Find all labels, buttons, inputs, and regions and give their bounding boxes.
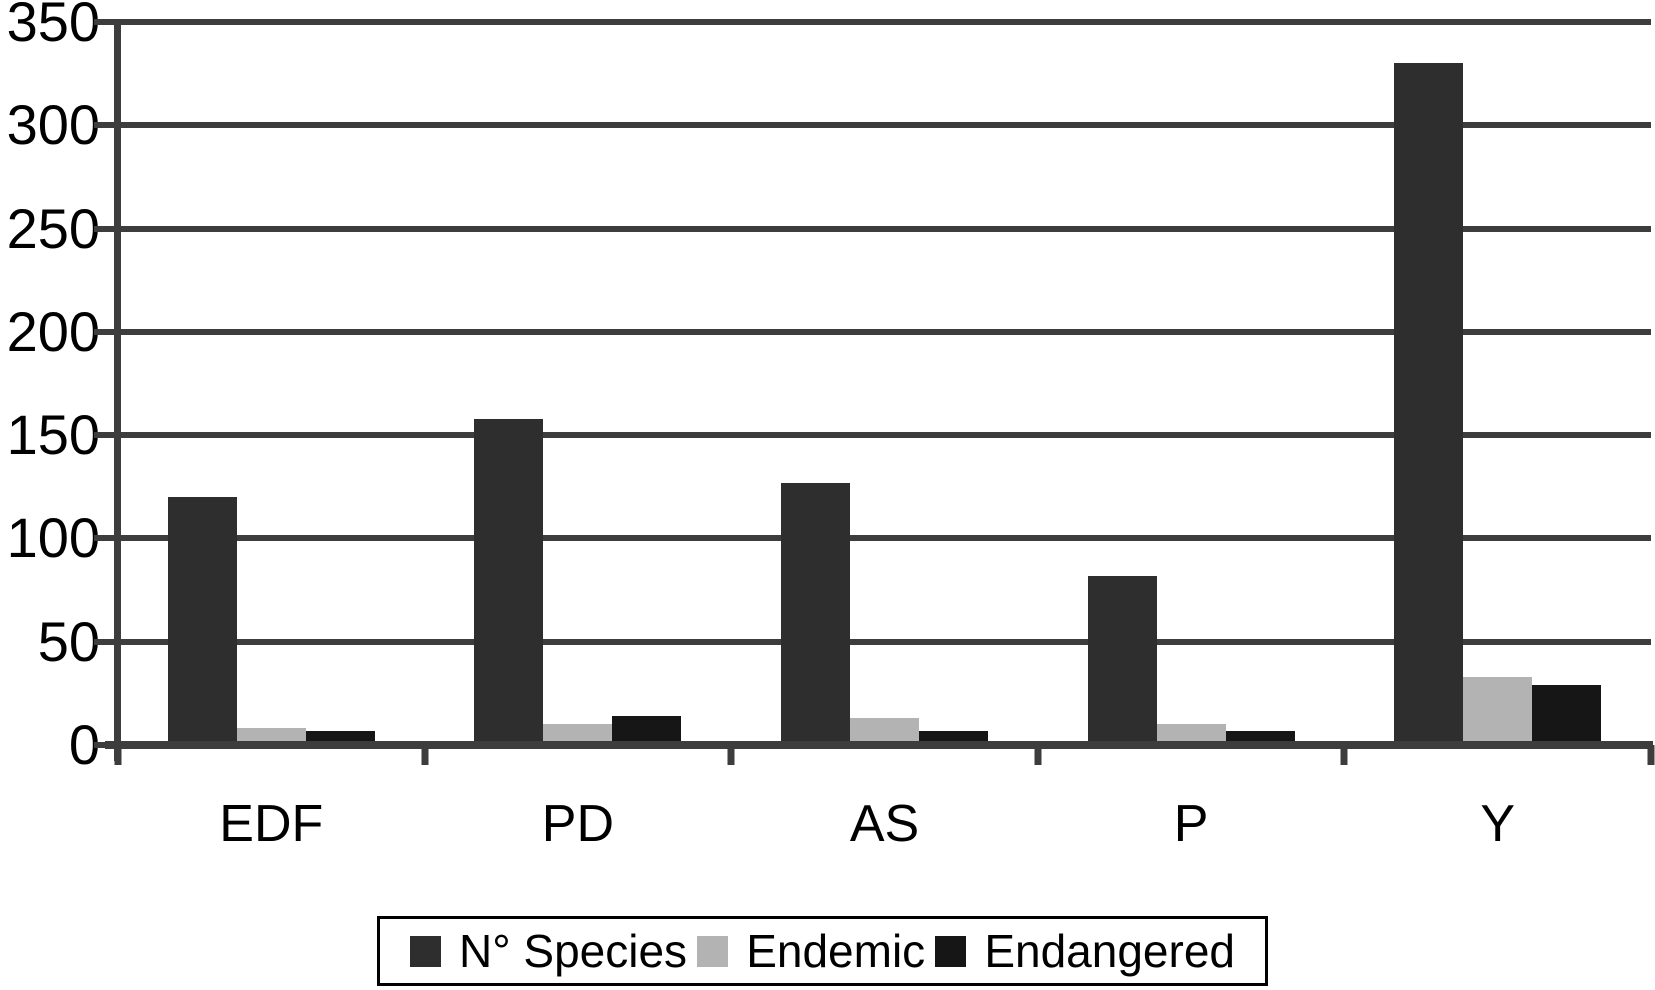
y-axis-tick [94, 638, 118, 645]
legend-swatch-icon [935, 935, 967, 967]
bar-y-endangered [1532, 685, 1602, 745]
x-axis-tick [1647, 745, 1655, 765]
y-axis-tick [94, 432, 118, 439]
gridline-150 [118, 432, 1651, 439]
plot-area [94, 19, 1655, 765]
bar-y-n-species [1394, 63, 1464, 745]
legend: N° Species Endemic Endangered [377, 916, 1268, 986]
gridline-50 [118, 638, 1651, 645]
bar-as-n-species [781, 482, 850, 745]
x-category-label-edf: EDF [219, 795, 324, 853]
legend-item-n-species: N° Species [410, 928, 687, 974]
bar-p-n-species [1087, 575, 1157, 745]
y-axis-tick [94, 19, 118, 25]
x-category-label-pd: PD [541, 795, 615, 853]
gridline-100 [118, 535, 1651, 542]
y-tick-label-350: 350 [6, 0, 100, 53]
bar-pd-endemic [543, 724, 613, 745]
y-axis-line [114, 19, 121, 761]
bar-p-endemic [1156, 724, 1226, 745]
gridline-350 [118, 19, 1651, 25]
gridline-250 [118, 225, 1651, 232]
x-axis-tick [421, 745, 429, 765]
x-axis-category-labels: EDF PD AS P Y [118, 798, 1651, 858]
x-category-label-as: AS [849, 795, 920, 853]
bar-pd-endangered [612, 716, 682, 745]
bar-edf-n-species [167, 497, 237, 745]
bar-as-endemic [850, 718, 919, 745]
legend-label: Endemic [746, 925, 926, 977]
x-axis-tick [727, 745, 735, 765]
x-category-label-p: P [1173, 795, 1209, 853]
x-axis-tick [1340, 745, 1348, 765]
x-category-label-y: Y [1480, 795, 1516, 853]
y-tick-label-300: 300 [6, 93, 100, 157]
x-axis-tick [1034, 745, 1042, 765]
legend-label: N° Species [459, 925, 688, 977]
x-axis-line [105, 741, 1653, 749]
y-tick-label-200: 200 [6, 299, 100, 363]
gridline-200 [118, 328, 1651, 335]
bar-edf-endemic [236, 728, 306, 745]
legend-swatch-icon [697, 935, 729, 967]
x-axis-tick [114, 745, 122, 765]
y-axis-tick-labels: 0 50 100 150 200 250 300 350 [0, 0, 100, 773]
legend-item-endemic: Endemic [697, 928, 925, 974]
legend-swatch-icon [410, 935, 441, 967]
gridline-300 [118, 122, 1651, 129]
y-axis-tick [94, 328, 118, 335]
y-axis-tick [94, 122, 118, 129]
y-tick-label-50: 50 [37, 609, 100, 673]
bar-y-endemic [1463, 676, 1533, 745]
legend-item-endangered: Endangered [935, 928, 1235, 974]
y-tick-label-150: 150 [6, 403, 100, 467]
y-tick-label-100: 100 [6, 506, 100, 570]
y-tick-label-250: 250 [6, 196, 100, 260]
bar-pd-n-species [474, 418, 544, 745]
y-axis-tick [94, 225, 118, 232]
legend-label: Endangered [984, 925, 1235, 977]
y-axis-tick [94, 535, 118, 542]
